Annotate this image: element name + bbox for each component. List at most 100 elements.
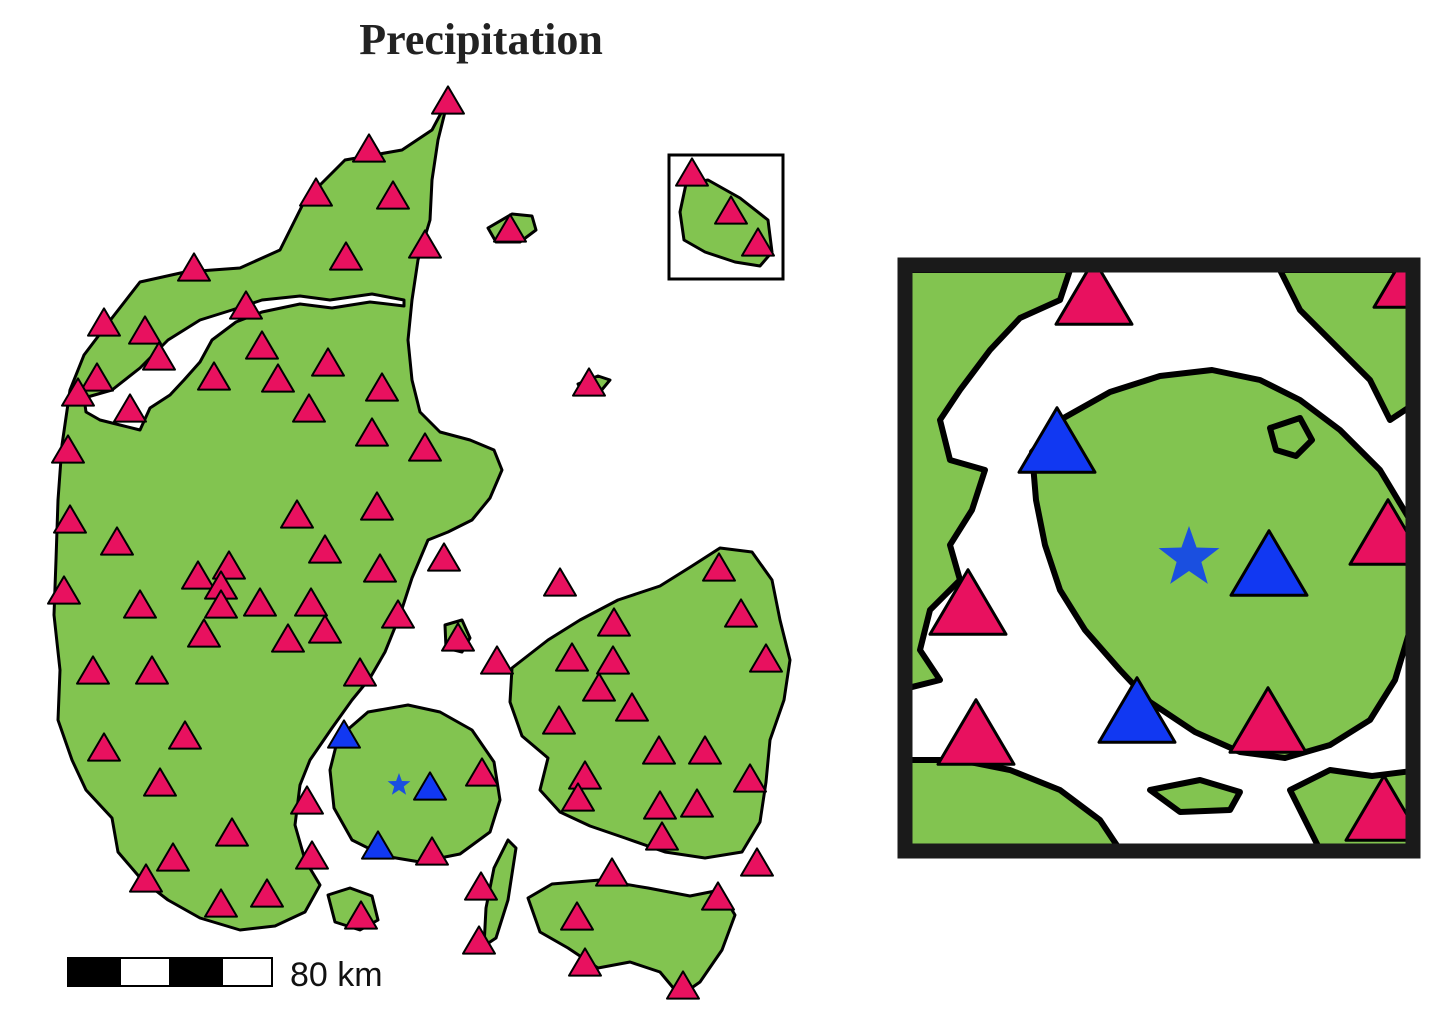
limfjord-water — [82, 292, 406, 432]
blue-star-icon — [387, 773, 411, 795]
inset-land-northeast — [1277, 272, 1406, 423]
land-langeland — [482, 838, 518, 948]
pink-triangle-icon — [135, 655, 169, 685]
pink-triangle-icon — [360, 491, 394, 521]
inset-stations — [928, 272, 1406, 842]
pink-triangle-icon — [294, 587, 328, 617]
pink-triangle-icon — [344, 900, 378, 930]
pink-triangle-icon — [128, 315, 162, 345]
pink-triangle-icon — [100, 526, 134, 556]
blue-triangle-icon — [1017, 406, 1097, 474]
pink-triangle-icon — [76, 655, 110, 685]
pink-triangle-icon — [555, 642, 589, 672]
pink-triangle-icon — [142, 341, 176, 371]
map-title: Precipitation — [359, 15, 603, 64]
pink-triangle-icon — [568, 947, 602, 977]
bornholm-inset-box — [667, 153, 785, 281]
pink-triangle-icon — [462, 925, 496, 955]
pink-triangle-icon — [177, 252, 211, 282]
pink-triangle-icon — [308, 614, 342, 644]
pink-triangle-icon — [53, 504, 87, 534]
pink-triangle-icon — [271, 623, 305, 653]
pink-triangle-icon — [560, 901, 594, 931]
pink-triangle-icon — [80, 362, 114, 392]
blue-triangle-icon — [327, 719, 361, 749]
pink-triangle-icon — [187, 618, 221, 648]
pink-triangle-icon — [480, 645, 514, 675]
pink-triangle-icon — [156, 842, 190, 872]
pink-triangle-icon — [1344, 774, 1406, 842]
pink-triangle-icon — [441, 622, 475, 652]
pink-triangle-icon — [215, 817, 249, 847]
pink-triangle-icon — [597, 607, 631, 637]
pink-triangle-icon — [642, 735, 676, 765]
pink-triangle-icon — [129, 863, 163, 893]
pink-triangle-icon — [1372, 272, 1406, 309]
pink-triangle-icon — [299, 177, 333, 207]
inset-land-funen — [1029, 367, 1406, 761]
pink-triangle-icon — [113, 393, 147, 423]
pink-triangle-icon — [168, 720, 202, 750]
pink-triangle-icon — [308, 534, 342, 564]
pink-triangle-icon — [123, 589, 157, 619]
pink-triangle-icon — [1228, 686, 1308, 754]
pink-triangle-icon — [645, 821, 679, 851]
pink-triangle-icon — [431, 85, 465, 115]
pink-triangle-icon — [702, 552, 736, 582]
pink-triangle-icon — [415, 836, 449, 866]
blue-star-icon — [1158, 526, 1220, 584]
pink-triangle-icon — [643, 790, 677, 820]
pink-triangle-icon — [243, 587, 277, 617]
pink-triangle-icon — [572, 367, 606, 397]
pink-triangle-icon — [680, 788, 714, 818]
blue-triangle-icon — [361, 830, 395, 860]
pink-triangle-icon — [595, 857, 629, 887]
pink-triangle-icon — [408, 432, 442, 462]
pink-triangle-icon — [543, 567, 577, 597]
pink-triangle-icon — [204, 589, 238, 619]
pink-triangle-icon — [261, 363, 295, 393]
main-map — [47, 85, 792, 1000]
inset-frame — [897, 257, 1421, 859]
pink-triangle-icon — [87, 732, 121, 762]
pink-triangle-icon — [493, 213, 527, 243]
pink-triangle-icon — [582, 672, 616, 702]
pink-triangle-icon — [311, 347, 345, 377]
pink-triangle-icon — [701, 881, 735, 911]
blue-triangle-icon — [1229, 529, 1309, 597]
pink-triangle-icon — [329, 241, 363, 271]
pink-triangle-icon — [666, 970, 700, 1000]
pink-triangle-icon — [229, 290, 263, 320]
pink-triangle-icon — [561, 782, 595, 812]
land-lolland-falster — [526, 878, 737, 998]
pink-triangle-icon — [749, 643, 783, 673]
pink-triangle-icon — [355, 417, 389, 447]
pink-triangle-icon — [363, 553, 397, 583]
pink-triangle-icon — [343, 657, 377, 687]
pink-triangle-icon — [51, 434, 85, 464]
pink-triangle-icon — [596, 645, 630, 675]
pink-triangle-icon — [204, 888, 238, 918]
pink-triangle-icon — [295, 840, 329, 870]
pink-triangle-icon — [352, 133, 386, 163]
pink-triangle-icon — [675, 157, 709, 187]
pink-triangle-icon — [250, 878, 284, 908]
inset-islet-1 — [1147, 777, 1243, 815]
pink-triangle-icon — [733, 763, 767, 793]
pink-triangle-icon — [1054, 272, 1134, 326]
blue-triangle-icon — [413, 771, 447, 801]
pink-triangle-icon — [292, 393, 326, 423]
main-stations — [47, 85, 783, 1000]
pink-triangle-icon — [714, 195, 748, 225]
pink-triangle-icon — [290, 785, 324, 815]
pink-triangle-icon — [542, 705, 576, 735]
pink-triangle-icon — [427, 542, 461, 572]
pink-triangle-icon — [1348, 498, 1406, 566]
pink-triangle-icon — [376, 180, 410, 210]
pink-triangle-icon — [464, 871, 498, 901]
pink-triangle-icon — [740, 847, 774, 877]
scale-bar: 80 km — [67, 956, 383, 994]
pink-triangle-icon — [280, 499, 314, 529]
pink-triangle-icon — [928, 568, 1008, 636]
